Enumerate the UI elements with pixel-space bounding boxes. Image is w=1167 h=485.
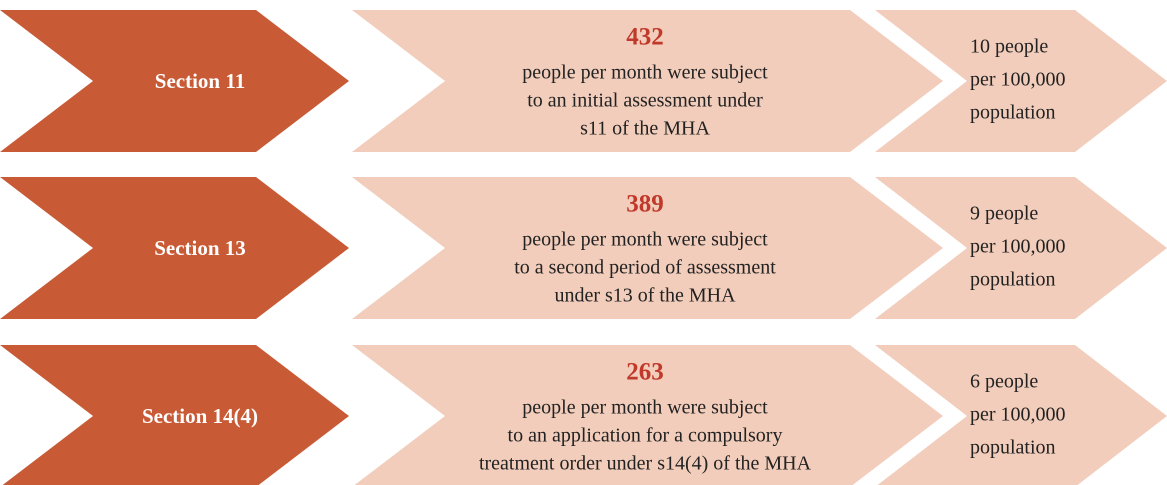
rate-line: population xyxy=(970,102,1056,124)
count-arrow xyxy=(352,10,943,152)
rate-line: 9 people xyxy=(970,203,1038,225)
description-line: s11 of the MHA xyxy=(580,118,710,140)
rate-arrow xyxy=(875,345,1167,485)
rate-line: population xyxy=(970,269,1056,291)
rate-line: population xyxy=(970,437,1056,459)
section-label: Section 14(4) xyxy=(142,404,258,428)
row: Section 11 432 people per month were subje… xyxy=(0,10,1167,152)
row: Section 13 389 people per month were subje… xyxy=(0,177,1167,319)
section-arrow xyxy=(0,10,349,152)
description-line: people per month were subject xyxy=(522,62,768,84)
section-label: Section 13 xyxy=(154,236,246,260)
description-line: treatment order under s14(4) of the MHA xyxy=(479,453,812,475)
rate-line: 10 people xyxy=(970,36,1048,58)
count-arrow xyxy=(352,177,943,319)
section-arrow xyxy=(0,345,349,485)
rate-arrow xyxy=(875,10,1167,152)
count: 432 xyxy=(626,24,664,51)
description-line: to an application for a compulsory xyxy=(508,425,783,447)
rate-line: per 100,000 xyxy=(970,404,1066,426)
count: 263 xyxy=(626,359,664,386)
description-line: to a second period of assessment xyxy=(514,257,776,279)
rate-line: per 100,000 xyxy=(970,69,1066,91)
rate-arrow xyxy=(875,177,1167,319)
row: Section 14(4) 263 people per month were su… xyxy=(0,345,1167,485)
description-line: under s13 of the MHA xyxy=(554,285,736,307)
rate-line: per 100,000 xyxy=(970,236,1066,258)
section-label: Section 11 xyxy=(155,69,245,93)
count-arrow xyxy=(352,345,943,485)
description-line: to an initial assessment under xyxy=(527,90,763,112)
rate-line: 6 people xyxy=(970,371,1038,393)
count: 389 xyxy=(626,191,664,218)
description-line: people per month were subject xyxy=(522,229,768,251)
section-arrow xyxy=(0,177,349,319)
description-line: people per month were subject xyxy=(522,397,768,419)
